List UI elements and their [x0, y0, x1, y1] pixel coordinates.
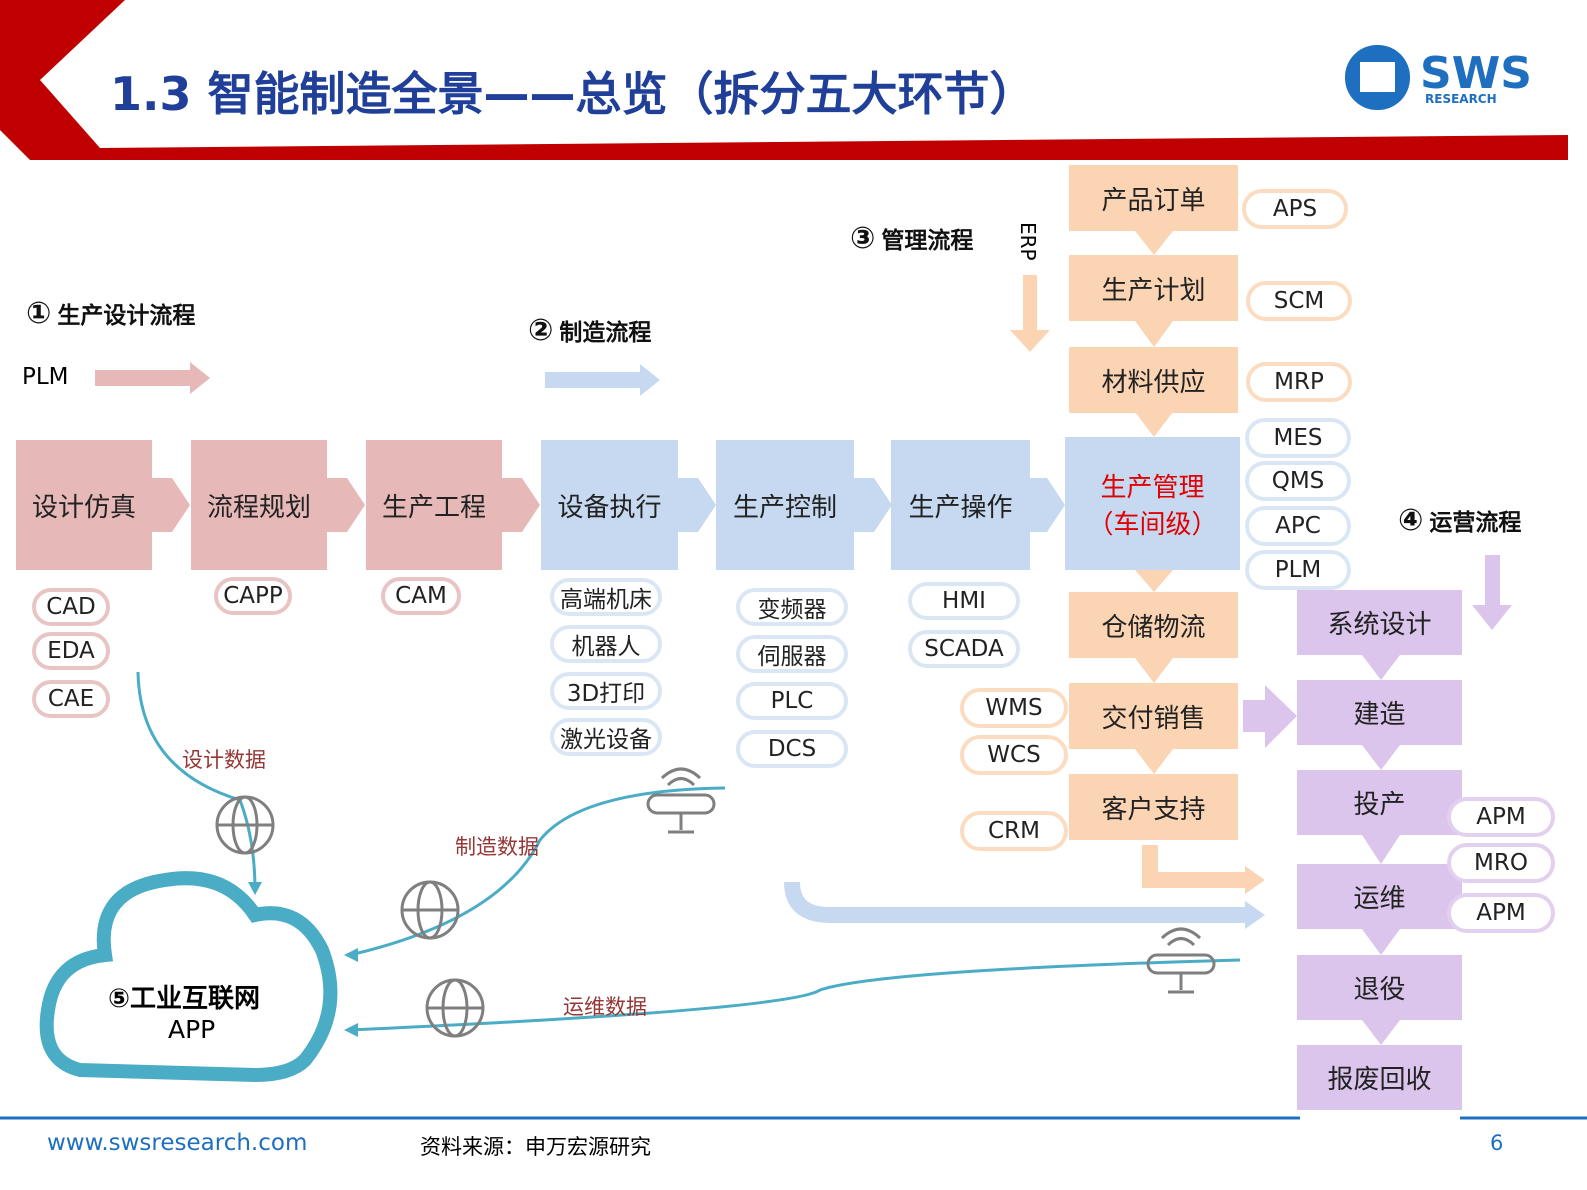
logo-text: SWS [1420, 48, 1532, 99]
tool-pill: APC [1245, 506, 1351, 546]
tool-pill: 伺服器 [736, 635, 848, 673]
process-box: 流程规划 [191, 440, 327, 570]
tool-pill: MES [1245, 418, 1351, 458]
logo-sub: RESEARCH [1425, 92, 1497, 106]
footer-url: www.swsresearch.com [47, 1130, 308, 1156]
management-box: 生产计划 [1069, 255, 1238, 321]
tool-pill: CAPP [214, 577, 292, 615]
center-box: 生产管理 （车间级） [1065, 437, 1240, 570]
tool-pill: EDA [32, 632, 110, 670]
process-box: 生产工程 [366, 440, 502, 570]
flow-label: ② 制造流程 [528, 313, 651, 348]
tool-pill: 机器人 [550, 625, 662, 663]
management-box: 材料供应 [1069, 347, 1238, 413]
cloud-text: 工业互联网 [130, 984, 261, 1014]
footer-source: 资料来源：申万宏源研究 [420, 1135, 651, 1159]
tool-pill: 高端机床 [550, 578, 662, 616]
tool-pill: APM [1447, 797, 1555, 837]
operations-box: 投产 [1297, 770, 1462, 835]
process-box: 设计仿真 [16, 440, 152, 570]
tool-pill: QMS [1245, 461, 1351, 501]
delivery-box: 客户支持 [1069, 774, 1238, 840]
tool-pill: CAD [32, 588, 110, 626]
tool-pill: HMI [908, 582, 1020, 620]
operations-box: 建造 [1297, 680, 1462, 745]
operations-box: 运维 [1297, 864, 1462, 929]
center-line: 生产管理 [1100, 472, 1205, 503]
flow-tag: PLM [22, 364, 69, 390]
operations-box: 系统设计 [1297, 590, 1462, 655]
cloud [39, 871, 338, 1083]
data-label: 运维数据 [563, 995, 647, 1019]
title: 1.3 智能制造全景——总览（拆分五大环节） [110, 67, 1036, 121]
tool-pill: MRO [1447, 843, 1555, 883]
tool-pill: CAE [32, 680, 110, 718]
flow-text: 生产设计流程 [57, 303, 196, 329]
tool-pill: APS [1242, 189, 1348, 229]
process-box: 生产控制 [716, 440, 854, 570]
cloud-sub: APP [168, 1015, 216, 1044]
tool-pill: CRM [960, 811, 1068, 851]
data-label: 制造数据 [455, 835, 539, 859]
tool-pill: SCADA [908, 630, 1020, 668]
operations-box: 退役 [1297, 955, 1462, 1020]
tool-pill: PLC [736, 682, 848, 720]
flow-number: ② [528, 313, 554, 348]
cloud-label: ⑤工业互联网 [108, 978, 260, 1015]
tool-pill: APM [1447, 893, 1555, 933]
flow-number: ① [26, 296, 52, 331]
flow-label: ④ 运营流程 [1398, 503, 1521, 538]
tool-pill: 3D打印 [550, 672, 662, 710]
erp-arrow [1010, 275, 1050, 352]
cloud-number: ⑤ [108, 984, 131, 1014]
header-band [0, 0, 1568, 160]
delivery-box: 仓储物流 [1069, 592, 1238, 658]
flow-text: 制造流程 [559, 320, 652, 346]
delivery-box: 交付销售 [1069, 683, 1238, 749]
plm-arrow [95, 362, 210, 394]
ops-arrow [1472, 555, 1512, 630]
flow-label: ① 生产设计流程 [26, 296, 195, 331]
flow-tag: ERP [1016, 222, 1040, 261]
tool-pill: CAM [381, 577, 461, 615]
operations-box: 报废回收 [1297, 1045, 1462, 1110]
tool-pill: MRP [1246, 362, 1352, 402]
process-box: 生产操作 [891, 440, 1030, 570]
data-label: 设计数据 [182, 748, 266, 772]
center-line: （车间级） [1087, 509, 1218, 540]
tool-pill: DCS [736, 730, 848, 768]
tool-pill: SCM [1246, 281, 1352, 321]
process-box: 设备执行 [541, 440, 678, 570]
tool-pill: WMS [960, 688, 1068, 728]
flow-arrow [545, 364, 660, 396]
flow-number: ③ [850, 221, 876, 256]
flow-number: ④ [1398, 503, 1424, 538]
tool-pill: PLM [1245, 550, 1351, 590]
flow-label: ③ 管理流程 [850, 221, 973, 256]
tool-pill: 激光设备 [550, 718, 662, 756]
management-box: 产品订单 [1069, 165, 1238, 231]
flow-text: 运营流程 [1429, 510, 1522, 536]
page-number: 6 [1490, 1131, 1504, 1155]
flow-text: 管理流程 [881, 228, 974, 254]
tool-pill: 变频器 [736, 588, 848, 626]
tool-pill: WCS [960, 735, 1068, 775]
